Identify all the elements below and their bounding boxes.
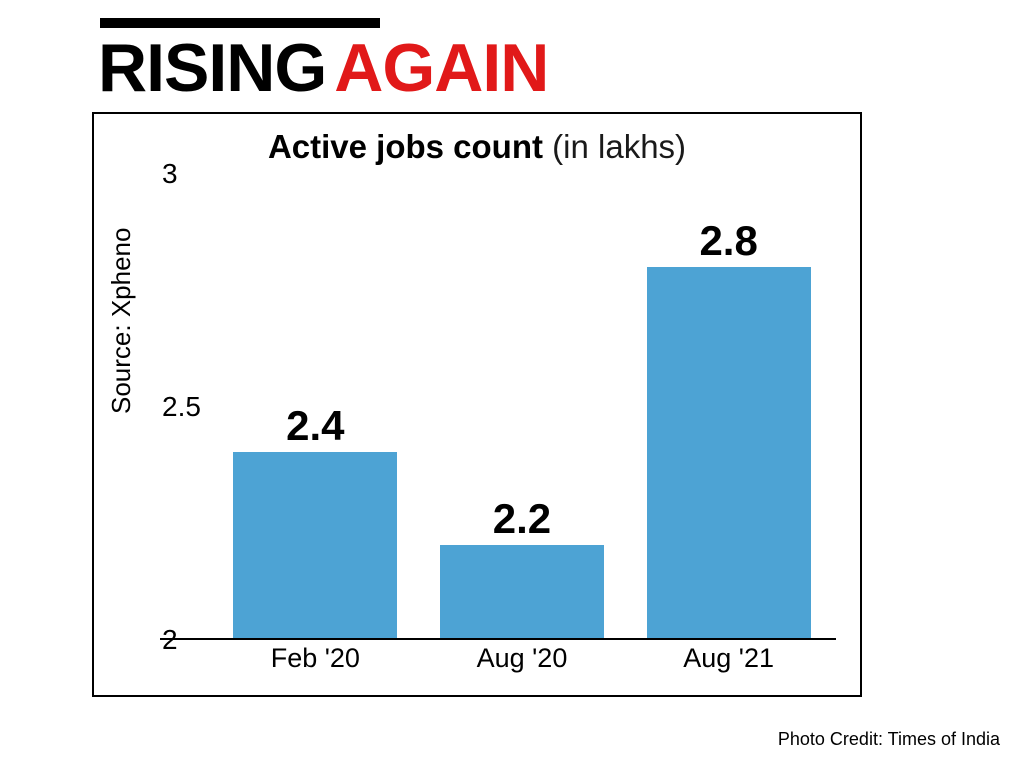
chart-subtitle: Active jobs count (in lakhs) — [112, 128, 842, 166]
bar-group: 2.4 — [225, 402, 405, 638]
bar — [440, 545, 604, 638]
bar-group: 2.8 — [639, 217, 819, 638]
top-rule — [100, 18, 380, 28]
bar — [647, 267, 811, 638]
y-tick: 2 — [162, 624, 178, 656]
x-label: Feb '20 — [225, 643, 405, 674]
bar — [233, 452, 397, 638]
main-title: RISINGAGAIN — [98, 34, 882, 102]
x-labels: Feb '20 Aug '20 Aug '21 — [212, 643, 832, 674]
bar-value-label: 2.4 — [286, 402, 344, 450]
source-label: Source: Xpheno — [106, 228, 137, 414]
bar-value-label: 2.2 — [493, 495, 551, 543]
title-word-2: AGAIN — [334, 30, 548, 106]
x-label: Aug '21 — [639, 643, 819, 674]
bars-region: 2.4 2.2 2.8 — [212, 174, 832, 638]
photo-credit: Photo Credit: Times of India — [778, 729, 1000, 750]
chart-box: Active jobs count (in lakhs) Source: Xph… — [92, 112, 862, 697]
x-label: Aug '20 — [432, 643, 612, 674]
bar-group: 2.2 — [432, 495, 612, 638]
plot-area: Source: Xpheno 22.53 2.42.22.8 Feb '20Au… — [112, 174, 842, 674]
y-tick: 3 — [162, 158, 178, 190]
subtitle-bold: Active jobs count — [268, 128, 543, 165]
chart-container: RISINGAGAIN Active jobs count (in lakhs)… — [92, 18, 882, 697]
bar-value-label: 2.8 — [699, 217, 757, 265]
y-tick: 2.5 — [162, 391, 201, 423]
title-word-1: RISING — [98, 30, 326, 106]
subtitle-light: (in lakhs) — [552, 128, 686, 165]
x-axis — [160, 638, 836, 640]
